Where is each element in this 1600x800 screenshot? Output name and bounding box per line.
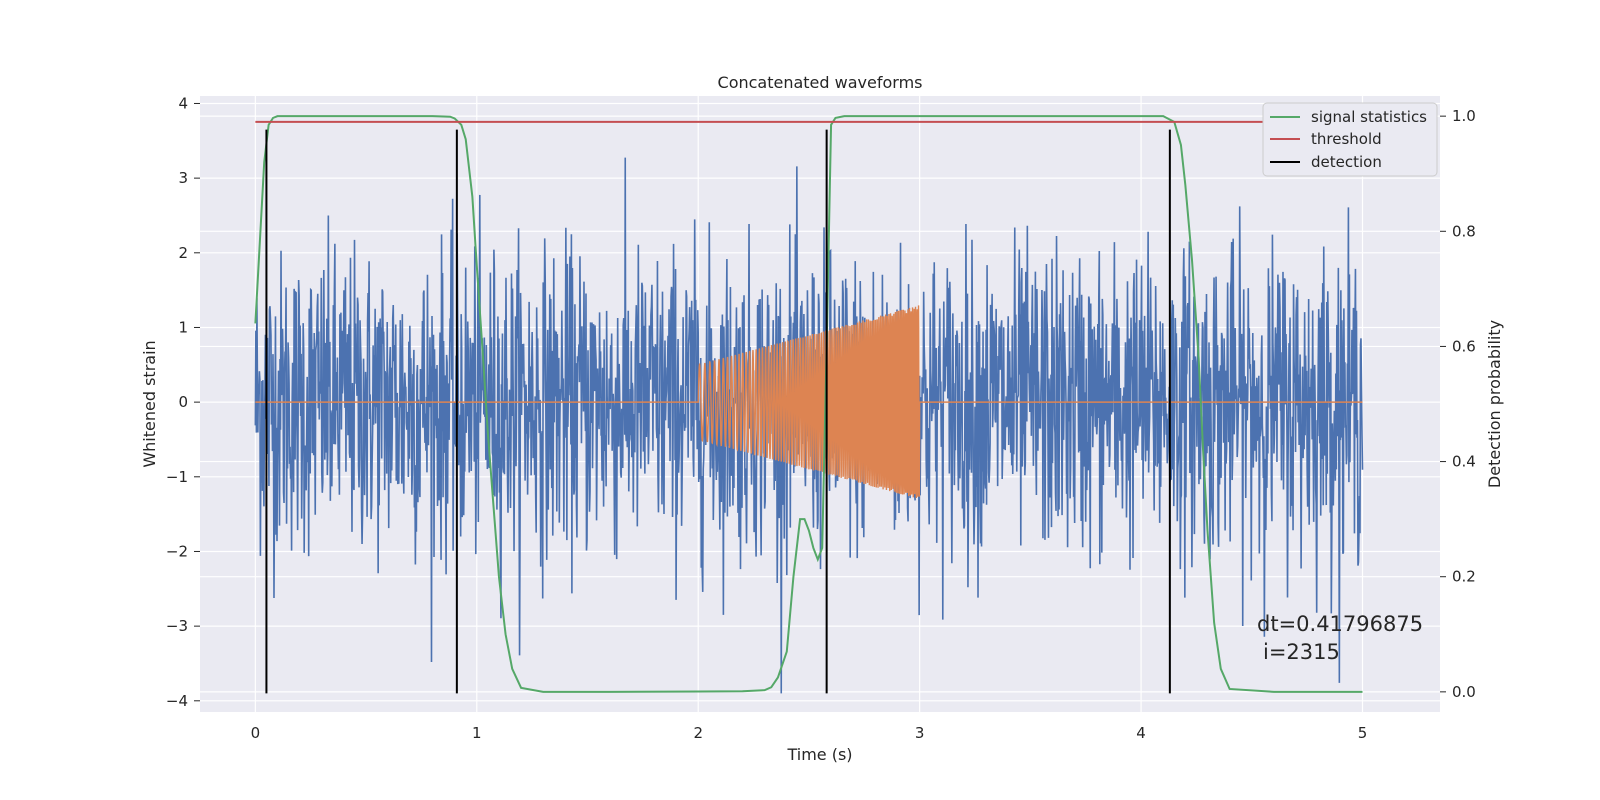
y-tick-label-left: 4	[178, 94, 188, 112]
chart-title: Concatenated waveforms	[718, 73, 923, 92]
y-tick-label-left: −4	[166, 692, 188, 710]
x-axis-label: Time (s)	[786, 745, 852, 764]
y-tick-label-right: 0.4	[1452, 453, 1476, 471]
x-tick-label: 0	[251, 724, 261, 742]
y-tick-label-right: 0.0	[1452, 683, 1476, 701]
y-tick-label-left: −2	[166, 542, 188, 560]
x-tick-label: 2	[693, 724, 703, 742]
y-tick-label-right: 0.2	[1452, 568, 1476, 586]
x-tick-label: 4	[1136, 724, 1146, 742]
y-tick-label-right: 1.0	[1452, 107, 1476, 125]
y-tick-label-right: 0.6	[1452, 337, 1476, 355]
y-tick-label-left: −3	[166, 617, 188, 635]
y-axis-label-right: Detection probability	[1485, 320, 1504, 488]
tick-labels: 0 1 2 3 4 5 −4 −3 −2 −1 0 1 2 3 4 0.0 0.2 0.4 0.6 0.8 1.0	[166, 94, 1476, 742]
y-tick-label-left: 1	[178, 318, 188, 336]
annotation-dt: dt=0.41796875	[1257, 612, 1423, 636]
y-axis-label-left: Whitened strain	[140, 340, 159, 467]
series-layer	[254, 115, 1363, 694]
x-tick-label: 5	[1358, 724, 1368, 742]
chirp-waveform	[255, 305, 1363, 499]
x-tick-label: 1	[472, 724, 482, 742]
chirp-line	[255, 305, 1363, 499]
legend-label-threshold: threshold	[1311, 130, 1382, 148]
x-tick-label: 3	[915, 724, 925, 742]
legend-label-detection: detection	[1311, 153, 1382, 171]
legend-box	[1262, 102, 1438, 177]
y-tick-label-left: 3	[178, 169, 188, 187]
annotation-i: i=2315	[1263, 640, 1340, 664]
y-tick-label-left: 0	[178, 393, 188, 411]
y-tick-label-left: −1	[166, 468, 188, 486]
y-tick-label-left: 2	[178, 244, 188, 262]
legend: signal statistics threshold detection	[1262, 102, 1438, 177]
y-tick-label-right: 0.8	[1452, 222, 1476, 240]
legend-label-signal-statistics: signal statistics	[1311, 108, 1427, 126]
signal-statistics-line	[254, 115, 1363, 693]
